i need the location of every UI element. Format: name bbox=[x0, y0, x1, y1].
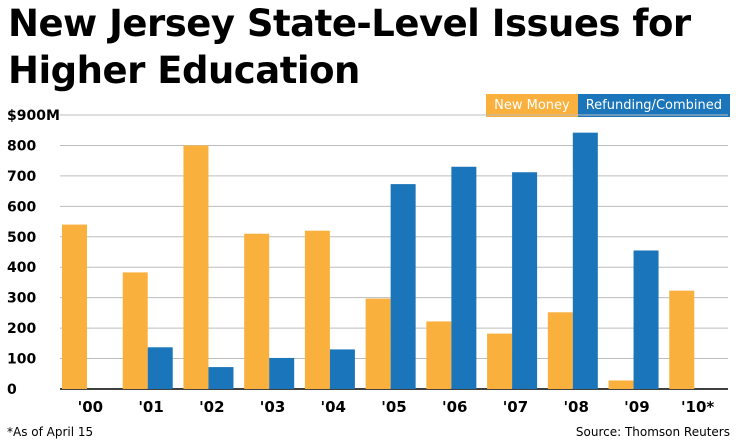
y-tick-label: 200 bbox=[7, 321, 36, 337]
x-tick-label: '02 bbox=[199, 398, 224, 416]
x-tick-label: '01 bbox=[138, 398, 163, 416]
x-tick-label: '07 bbox=[503, 398, 528, 416]
bar-refunding-combined bbox=[269, 357, 295, 389]
bar-new-money bbox=[122, 272, 148, 389]
x-tick-label: '03 bbox=[260, 398, 285, 416]
x-tick-label: '09 bbox=[624, 398, 649, 416]
bar-new-money bbox=[487, 333, 513, 389]
bar-new-money bbox=[365, 298, 391, 389]
y-tick-label: 300 bbox=[7, 291, 36, 307]
bar-new-money bbox=[183, 145, 209, 389]
y-tick-label: 700 bbox=[7, 169, 36, 185]
bar-refunding-combined bbox=[572, 132, 598, 389]
bar-refunding-combined bbox=[633, 250, 659, 389]
y-tick-label: 400 bbox=[7, 260, 36, 276]
y-tick-label: 800 bbox=[7, 138, 36, 154]
x-tick-label: '08 bbox=[563, 398, 588, 416]
chart-title: New Jersey State-Level Issues for Higher… bbox=[8, 2, 691, 92]
y-tick-label: 600 bbox=[7, 199, 36, 215]
bar-refunding-combined bbox=[147, 347, 173, 389]
bar-new-money bbox=[426, 321, 452, 389]
y-tick-label: 500 bbox=[7, 230, 36, 246]
x-tick-label: '06 bbox=[442, 398, 467, 416]
legend: New Money Refunding/Combined bbox=[486, 94, 730, 117]
bar-refunding-combined bbox=[208, 367, 234, 389]
y-tick-label: 100 bbox=[7, 352, 36, 368]
source-credit: Source: Thomson Reuters bbox=[575, 425, 730, 439]
bar-refunding-combined bbox=[329, 349, 355, 389]
legend-new-money: New Money bbox=[486, 94, 578, 117]
bar-new-money bbox=[304, 230, 330, 389]
footnote: *As of April 15 bbox=[7, 425, 94, 439]
x-tick-label: '00 bbox=[78, 398, 103, 416]
y-tick-label: 0 bbox=[7, 382, 17, 398]
bar-refunding-combined bbox=[390, 184, 416, 389]
bar-refunding-combined bbox=[512, 172, 538, 389]
x-tick-label: '04 bbox=[321, 398, 346, 416]
bar-new-money bbox=[608, 380, 634, 389]
y-tick-label: $900M bbox=[7, 108, 60, 124]
bar-new-money bbox=[244, 233, 270, 389]
x-tick-label: '05 bbox=[381, 398, 406, 416]
legend-refunding-combined: Refunding/Combined bbox=[577, 94, 730, 117]
x-tick-label: '10* bbox=[681, 398, 714, 416]
bar-new-money bbox=[547, 312, 573, 389]
bar-new-money bbox=[62, 224, 87, 389]
bar-refunding-combined bbox=[451, 166, 477, 389]
bar-new-money bbox=[669, 290, 695, 389]
